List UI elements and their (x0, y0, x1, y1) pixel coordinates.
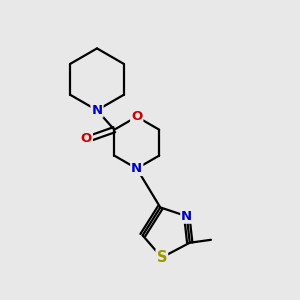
Text: O: O (131, 110, 142, 123)
Text: N: N (131, 162, 142, 175)
Text: N: N (181, 210, 192, 223)
Text: N: N (92, 104, 103, 117)
Text: O: O (81, 132, 92, 145)
Text: S: S (157, 250, 167, 265)
